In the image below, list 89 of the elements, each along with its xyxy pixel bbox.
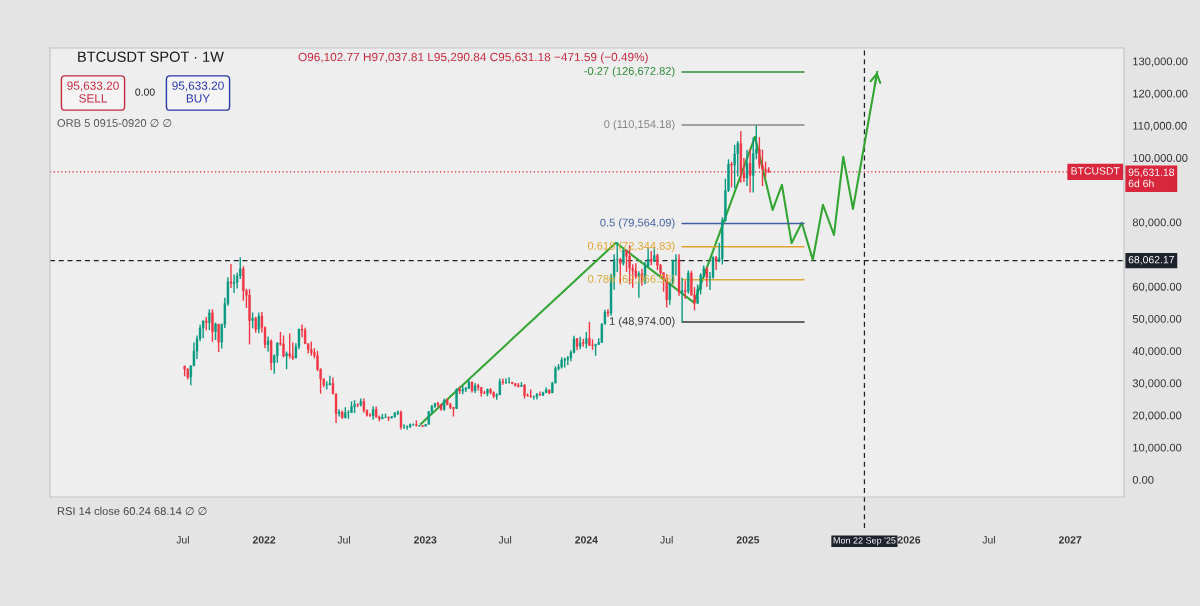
candlestick — [288, 332, 291, 360]
annotation: 0.00 — [135, 88, 155, 96]
series-label: -0.27 (126,672.82) — [584, 66, 675, 78]
ref-line-label: Mon 22 Sep '25 — [833, 537, 896, 546]
candlestick — [656, 252, 659, 271]
candlestick — [504, 377, 508, 385]
chart-title: BTCUSDT SPOT · 1W — [78, 51, 224, 62]
series-label: 0 (110,154.18) — [604, 119, 675, 131]
candlestick — [458, 385, 461, 395]
x-tick-label: 2024 — [575, 536, 598, 544]
candlestick — [767, 166, 770, 174]
candlestick — [211, 308, 214, 343]
candlestick — [381, 413, 384, 420]
annotation: BTCUSDT — [1071, 167, 1120, 175]
x-tick-label: Jul — [176, 535, 189, 544]
candlestick — [452, 406, 455, 418]
y-tick-label: 20,000.00 — [1132, 411, 1182, 421]
y-tick-label: 0.00 — [1132, 475, 1154, 484]
y-tick-label: 10,000.00 — [1133, 443, 1182, 453]
series-label: 1 (48,974.00) — [609, 316, 675, 328]
candlestick — [208, 308, 211, 331]
candlestick — [714, 255, 718, 271]
x-tick-label: Jul — [337, 535, 350, 544]
x-tick-label: 2025 — [736, 536, 760, 544]
y-tick-label: 100,000.00 — [1133, 154, 1188, 164]
candlestick — [251, 311, 254, 330]
candlestick — [347, 409, 350, 420]
candlestick — [585, 331, 588, 349]
candlestick — [449, 401, 452, 410]
x-tick-label: 2023 — [413, 536, 437, 544]
candlestick — [328, 374, 332, 387]
candlestick — [415, 419, 418, 428]
candlestick — [384, 412, 387, 419]
candlestick — [214, 321, 217, 341]
candlestick — [282, 334, 285, 359]
candlestick — [310, 340, 313, 357]
candlestick — [399, 409, 403, 431]
candlestick — [560, 356, 563, 370]
y-tick-label: 110,000.00 — [1133, 121, 1187, 132]
y-tick-label: 30,000.00 — [1132, 379, 1182, 389]
candlestick — [733, 144, 736, 190]
candlestick — [217, 323, 220, 353]
ref-line-label: 68,062.17 — [1128, 255, 1174, 265]
candlestick — [266, 335, 270, 353]
y-tick-label: 130,000.00 — [1133, 57, 1188, 67]
candlestick — [248, 288, 251, 346]
candlestick — [730, 161, 733, 189]
ref-line-label: 95,631.18 6d 6h — [1128, 168, 1175, 188]
candlestick — [588, 321, 591, 347]
candlestick — [486, 387, 489, 397]
candlestick — [517, 382, 520, 389]
candlestick — [489, 387, 492, 396]
y-tick-label: 60,000.00 — [1132, 282, 1182, 292]
candlestick — [483, 390, 486, 395]
candlestick — [183, 364, 186, 377]
y-tick-label: 50,000.00 — [1132, 314, 1182, 325]
annotation: 95,633.20 SELL — [67, 81, 119, 103]
candlestick — [269, 338, 273, 371]
x-tick-label: Jul — [982, 535, 995, 544]
candlestick — [387, 415, 390, 422]
candlestick — [687, 269, 690, 295]
candlestick — [748, 148, 752, 194]
candlestick — [390, 415, 393, 420]
x-tick-label: 2027 — [1058, 536, 1082, 544]
candlestick — [229, 263, 233, 289]
x-tick-label: Jul — [660, 535, 673, 544]
candlestick — [523, 383, 526, 400]
annotation: ORB 5 0915-0920 ∅ ∅ — [57, 118, 172, 127]
y-tick-label: 40,000.00 — [1132, 347, 1182, 357]
series-label: 0.5 (79,564.09) — [600, 218, 675, 229]
candlestick — [684, 280, 687, 300]
annotation: 95,633.20 BUY — [172, 81, 224, 103]
x-tick-label: Jul — [498, 535, 512, 544]
candlestick — [353, 399, 356, 414]
candlestick — [492, 390, 495, 399]
x-tick-label: 2026 — [897, 536, 921, 544]
candlestick — [285, 350, 288, 370]
annotation: O96,102.77 H97,037.81 L95,290.84 C95,631.18 −471.59 (−0.49%) — [298, 52, 648, 64]
candlestick — [591, 338, 594, 351]
candlestick — [455, 387, 458, 410]
text: RSI 14 close 60.24 68.14 ∅ ∅ — [57, 506, 207, 515]
candlestick — [606, 308, 610, 318]
x-tick-label: 2022 — [252, 536, 276, 544]
candlestick — [396, 409, 400, 416]
y-tick-label: 80,000.00 — [1132, 218, 1182, 228]
candlestick — [594, 343, 597, 357]
candlestick — [520, 381, 523, 388]
y-tick-label: 120,000.00 — [1133, 89, 1188, 99]
candlestick — [421, 424, 424, 428]
